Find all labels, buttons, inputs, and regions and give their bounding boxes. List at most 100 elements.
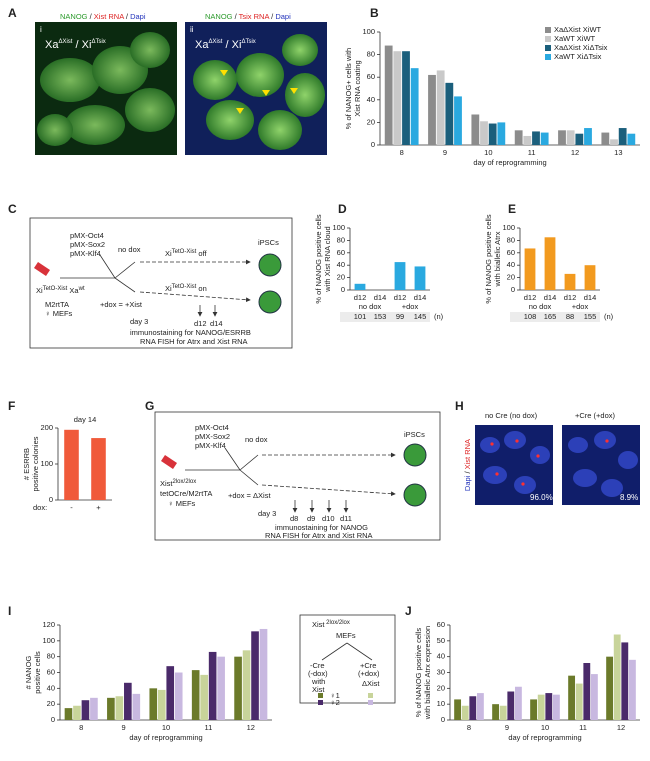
stain: NANOG: [205, 12, 233, 21]
bar: [575, 133, 584, 145]
shape: [262, 90, 270, 96]
y-tick-label: 100: [362, 27, 375, 36]
legend-col: (+dox): [358, 669, 380, 678]
pipette-icon: [161, 455, 177, 469]
legend-col: +Cre: [360, 661, 376, 670]
condition: no dox: [118, 245, 141, 254]
g: ΔTsix: [91, 39, 105, 45]
shape: [114, 261, 136, 293]
s: TetO-Xist: [172, 284, 197, 290]
bar: [590, 674, 598, 720]
bar: [507, 691, 515, 720]
x-tick-label: d12: [354, 293, 367, 302]
bar: [445, 82, 454, 145]
day: d11: [340, 514, 352, 523]
bar: [471, 114, 480, 145]
x-tick-label: 12: [617, 723, 625, 732]
cells: [37, 32, 175, 146]
bar: [544, 237, 556, 290]
shape: [568, 437, 588, 453]
arrowheads: [220, 70, 298, 114]
bar: [166, 666, 175, 720]
panel-letter: D: [338, 202, 347, 216]
bar: [558, 130, 566, 145]
y-tick-label: 40: [367, 95, 375, 104]
schematic: [154, 411, 441, 541]
shape: [29, 217, 293, 349]
y-tick-label: 40: [437, 652, 445, 661]
bar: [436, 70, 445, 145]
bar: [488, 123, 497, 145]
bar: [410, 68, 419, 145]
shape: [495, 472, 499, 476]
x-tick-label: d12: [564, 293, 577, 302]
y-tick-label: 0: [441, 715, 445, 724]
y-tick-label: 20: [337, 273, 345, 282]
shape: [239, 454, 259, 486]
shape: [504, 431, 526, 449]
s: Xi: [36, 286, 43, 295]
panel-letter: E: [508, 202, 516, 216]
y-tick-label: 80: [507, 235, 515, 244]
shape: [490, 442, 494, 446]
y-axis-label: % of NANOG positive cells: [414, 628, 423, 717]
condition: +dox = ΔXist: [228, 491, 271, 500]
bar: [149, 688, 158, 720]
xist-signals: [490, 439, 609, 486]
bar: [613, 634, 621, 720]
bar: [524, 248, 536, 290]
x-tick-label: 10: [541, 723, 549, 732]
n-value: 165: [544, 312, 557, 321]
stain-label: Dapi / Xist RNA: [463, 439, 472, 491]
n-label: (n): [604, 312, 614, 321]
shape: [483, 466, 507, 484]
n-value: 88: [566, 312, 574, 321]
s: off: [196, 249, 207, 258]
percentage: 8.9%: [620, 493, 638, 502]
y-axis-label: # ESRRB: [22, 448, 31, 480]
stain: /: [269, 12, 275, 21]
legend-label: XaΔXist XiΔTsix: [554, 43, 608, 52]
y-tick-label: 100: [502, 223, 515, 232]
legend-swatch: [545, 45, 551, 51]
bar: [583, 663, 591, 720]
bar: [200, 674, 208, 720]
legend-row: ♀2: [330, 698, 340, 707]
y-tick-label: 10: [437, 699, 445, 708]
bar: [259, 628, 268, 720]
x-tick-label: 9: [122, 723, 126, 732]
panel-letter: J: [405, 604, 412, 618]
x-tick-label: 11: [205, 723, 213, 732]
legend-label: XaΔXist XiWT: [554, 25, 602, 34]
day: d10: [322, 514, 335, 523]
y-tick-label: 0: [341, 285, 345, 294]
s: TetO-Xist: [43, 286, 68, 292]
x-tick-label: 8: [79, 723, 83, 732]
legend-col: -Cre: [310, 661, 325, 670]
panel-letter: G: [145, 399, 154, 413]
bar: [610, 139, 618, 145]
bar: [523, 135, 532, 145]
bar: [242, 650, 251, 720]
s: Xa: [67, 286, 79, 295]
y-tick-label: 100: [42, 636, 55, 645]
y-tick-label: 0: [51, 715, 55, 724]
stain: /: [233, 12, 239, 21]
s: wt: [78, 286, 85, 292]
nuclei: [480, 431, 638, 497]
bar: [124, 682, 132, 720]
day: day 3: [258, 509, 276, 518]
bar: [81, 700, 90, 720]
bar: [64, 429, 79, 500]
day: day 3: [130, 317, 148, 326]
y-tick-label: 60: [437, 620, 445, 629]
g: ΔXist: [208, 39, 222, 45]
bar: [476, 693, 484, 720]
g: / Xi: [72, 39, 91, 51]
bar: [454, 699, 462, 720]
condition: +dox = +Xist: [100, 300, 143, 309]
n-value: 153: [374, 312, 387, 321]
shape: [40, 58, 100, 102]
bar: [394, 262, 406, 290]
panel-letter: A: [8, 6, 17, 20]
